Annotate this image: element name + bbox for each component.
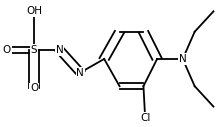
Text: N: N [56,45,64,55]
Text: OH: OH [26,6,42,16]
Text: N: N [76,68,84,78]
Text: S: S [31,45,38,55]
Text: Cl: Cl [140,113,150,123]
Text: O: O [30,83,38,93]
Text: O: O [3,45,11,55]
Text: N: N [179,54,187,64]
